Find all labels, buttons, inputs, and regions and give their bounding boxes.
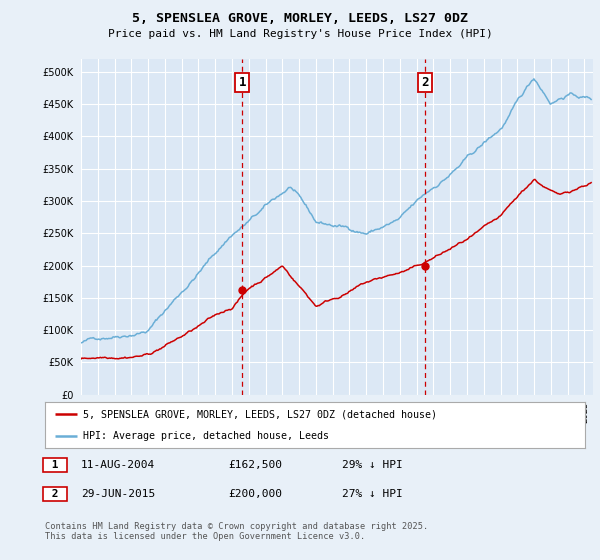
Text: 5, SPENSLEA GROVE, MORLEY, LEEDS, LS27 0DZ (detached house): 5, SPENSLEA GROVE, MORLEY, LEEDS, LS27 0… xyxy=(83,409,437,419)
Text: Price paid vs. HM Land Registry's House Price Index (HPI): Price paid vs. HM Land Registry's House … xyxy=(107,29,493,39)
Text: 2: 2 xyxy=(45,489,65,499)
Text: 11-AUG-2004: 11-AUG-2004 xyxy=(81,460,155,470)
Text: £200,000: £200,000 xyxy=(228,489,282,499)
Text: 27% ↓ HPI: 27% ↓ HPI xyxy=(342,489,403,499)
Text: 2: 2 xyxy=(421,76,428,89)
Text: 1: 1 xyxy=(45,460,65,470)
Text: £162,500: £162,500 xyxy=(228,460,282,470)
Text: 29-JUN-2015: 29-JUN-2015 xyxy=(81,489,155,499)
Text: 5, SPENSLEA GROVE, MORLEY, LEEDS, LS27 0DZ: 5, SPENSLEA GROVE, MORLEY, LEEDS, LS27 0… xyxy=(132,12,468,25)
Text: 29% ↓ HPI: 29% ↓ HPI xyxy=(342,460,403,470)
Text: 1: 1 xyxy=(239,76,246,89)
Text: Contains HM Land Registry data © Crown copyright and database right 2025.
This d: Contains HM Land Registry data © Crown c… xyxy=(45,522,428,542)
Text: HPI: Average price, detached house, Leeds: HPI: Average price, detached house, Leed… xyxy=(83,431,329,441)
